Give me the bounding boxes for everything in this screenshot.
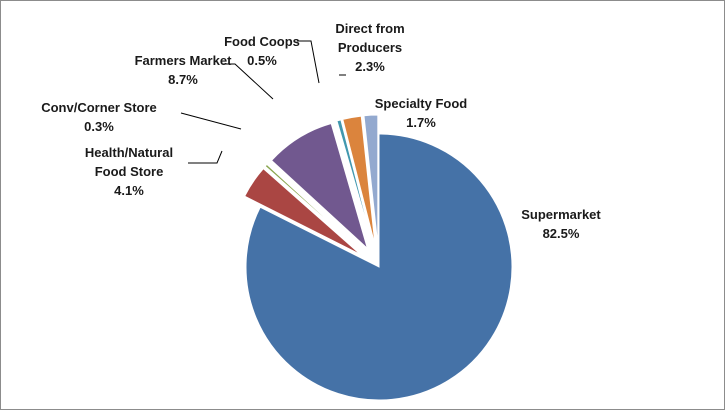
pct-label-specialty-food: 1.7% <box>406 115 436 130</box>
name-label-food-coops: Food Coops <box>224 34 300 49</box>
name-label-direct-from-producers: Direct from <box>335 21 404 36</box>
label-specialty-food: Specialty Food 1.7% <box>375 96 468 130</box>
leader-lines <box>180 40 346 164</box>
slice-supermarket <box>245 133 513 401</box>
slice-food-coops <box>336 119 374 246</box>
leader-line-farmers-market <box>223 63 274 100</box>
name-label-health-natural-food-store: Health/Natural <box>85 145 173 160</box>
leader-line-conv-corner-store <box>180 112 242 130</box>
label-farmers-market: Farmers Market 8.7% <box>135 53 232 87</box>
slice-direct-from-producers <box>342 115 376 246</box>
pct-label-farmers-market: 8.7% <box>168 72 198 87</box>
pie-slices <box>243 114 513 401</box>
name-label-specialty-food: Specialty Food <box>375 96 468 111</box>
slice-farmers-market <box>270 122 369 250</box>
slice-health-natural-food-store <box>243 167 362 256</box>
label-direct-from-producers: Direct from Producers 2.3% <box>335 21 404 74</box>
slice-labels: Supermarket 82.5% Health/Natural Food Store… <box>41 21 601 241</box>
label-food-coops: Food Coops 0.5% <box>224 34 300 68</box>
name-label-direct-from-producers: Producers <box>338 40 402 55</box>
pct-label-supermarket: 82.5% <box>543 226 580 241</box>
name-label-conv-corner-store: Conv/Corner Store <box>41 100 157 115</box>
name-label-health-natural-food-store: Food Store <box>95 164 164 179</box>
leader-line-food-coops <box>297 40 320 84</box>
pct-label-conv-corner-store: 0.3% <box>84 119 114 134</box>
leader-line-health-natural-food-store <box>188 150 223 164</box>
slice-specialty-food <box>363 114 379 246</box>
label-supermarket: Supermarket 82.5% <box>521 207 601 241</box>
pct-label-health-natural-food-store: 4.1% <box>114 183 144 198</box>
name-label-farmers-market: Farmers Market <box>135 53 232 68</box>
name-label-supermarket: Supermarket <box>521 207 601 222</box>
pct-label-food-coops: 0.5% <box>247 53 277 68</box>
pct-label-direct-from-producers: 2.3% <box>355 59 385 74</box>
slice-conv-corner-store <box>264 163 363 253</box>
label-health-natural-food-store: Health/Natural Food Store 4.1% <box>85 145 173 198</box>
label-conv-corner-store: Conv/Corner Store 0.3% <box>41 100 157 134</box>
